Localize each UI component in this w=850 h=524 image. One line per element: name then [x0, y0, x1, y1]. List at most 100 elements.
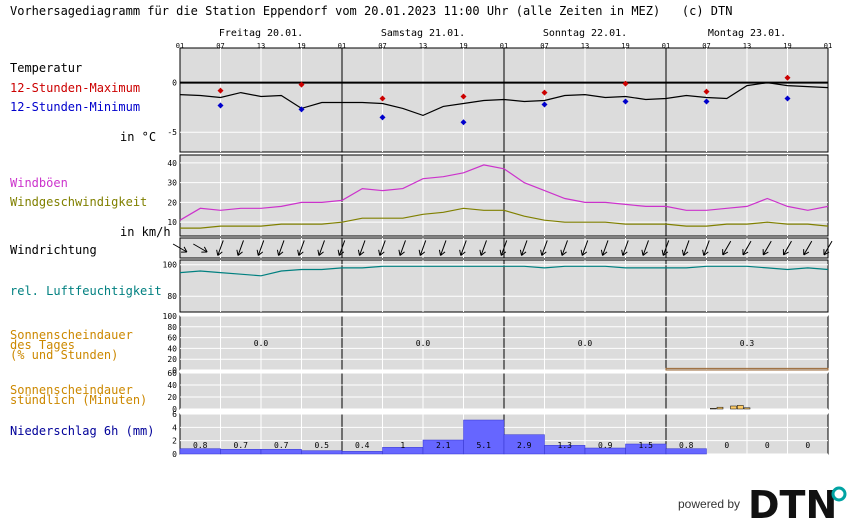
wind-arrow-shape — [803, 240, 813, 256]
wind-arrow-shape — [256, 240, 265, 256]
wind-arrow — [580, 240, 589, 256]
wind-arrow — [297, 240, 305, 256]
min-point — [379, 114, 386, 121]
gusts-line — [179, 164, 829, 221]
min-point — [460, 119, 467, 126]
wind-arrow — [782, 240, 792, 256]
wind-arrow — [398, 240, 406, 256]
sun-daily-label: 0.0 — [578, 339, 593, 348]
hour-tick-label: 01 — [500, 42, 508, 50]
day-label: Montag 23.01. — [708, 28, 786, 39]
max-point — [298, 81, 305, 88]
precip-ytick: 0 — [172, 450, 177, 459]
wind-arrow — [600, 240, 609, 256]
sun-daily-ytick: 80 — [167, 323, 177, 332]
day-label: Sonntag 22.01. — [543, 28, 627, 39]
min-point — [703, 98, 710, 105]
wind-arrow-shape — [297, 240, 305, 256]
hour-tick-label: 01 — [338, 42, 346, 50]
humidity-ytick: 100 — [163, 261, 178, 270]
wind-arrow — [702, 240, 710, 256]
wind-arrow — [560, 240, 568, 256]
sun-hourly-ytick: 40 — [167, 381, 177, 390]
precip-label: 0.8 — [193, 441, 208, 450]
wind-arrow — [256, 240, 265, 256]
wind-arrow — [722, 240, 732, 256]
precip-label: 0 — [724, 441, 729, 450]
wind-arrow-shape — [499, 240, 508, 256]
wind-arrow-shape — [681, 240, 690, 256]
dtn-logo: DTN — [748, 484, 847, 524]
label-precip: Niederschlag 6h (mm) — [10, 424, 155, 438]
label-sun-daily: Sonnenscheindauer des Tages (% und Stund… — [10, 328, 133, 362]
wind-arrow-shape — [216, 240, 224, 256]
temp-ytick: -5 — [167, 128, 177, 137]
wind-arrow-shape — [540, 240, 548, 256]
wind-arrow-shape — [621, 240, 629, 256]
wind-arrow — [742, 240, 752, 256]
precip-label: 5.1 — [477, 441, 492, 450]
wind-arrow — [540, 240, 548, 256]
wind-arrow-shape — [317, 240, 325, 256]
label-gusts: Windböen — [10, 176, 68, 190]
wind-arrow — [459, 240, 467, 256]
label-wind-unit: in km/h — [120, 225, 171, 239]
dtn-logo-text: DTN — [748, 484, 837, 524]
precip-label: 0.8 — [679, 441, 694, 450]
max-point — [703, 88, 710, 95]
wind-arrow — [661, 240, 670, 256]
dtn-logo-dot — [831, 486, 847, 502]
min-point — [217, 102, 224, 109]
sun-daily-ytick: 40 — [167, 344, 177, 353]
sun-hourly-bar — [710, 408, 717, 410]
wind-arrow-shape — [236, 240, 244, 256]
hour-tick-label: 19 — [297, 42, 305, 50]
humidity-ytick: 80 — [167, 292, 177, 301]
wind-arrow-shape — [276, 240, 285, 256]
sun-hourly-bar — [737, 405, 744, 410]
hour-tick-label: 13 — [581, 42, 589, 50]
wind-arrow — [193, 243, 208, 253]
precip-bar — [301, 450, 343, 455]
sun-daily-ytick: 100 — [163, 312, 178, 321]
label-temperature: Temperatur — [10, 61, 83, 75]
wind-arrow — [172, 243, 188, 253]
wind-arrow — [276, 240, 285, 256]
wind-arrow-shape — [742, 240, 752, 256]
wind-arrow-shape — [641, 240, 649, 256]
sun-daily-bar — [665, 367, 829, 371]
label-min: 12-Stunden-Minimum — [10, 100, 141, 114]
wind-arrow-shape — [172, 243, 188, 253]
precip-ytick: 2 — [172, 437, 177, 446]
wind-arrow — [803, 240, 813, 256]
precip-label: 1 — [400, 441, 405, 450]
precip-label: 2.1 — [436, 441, 451, 450]
sun-hourly-bar — [716, 406, 724, 410]
wind-arrow — [438, 240, 447, 256]
max-point — [217, 87, 224, 94]
hour-tick-label: 07 — [540, 42, 548, 50]
min-point — [784, 95, 791, 102]
label-sun-hourly: Sonnenscheindauer stündlich (Minuten) — [10, 383, 148, 407]
min-point — [622, 98, 629, 105]
wind-ytick: 20 — [167, 198, 177, 207]
wind-arrow-shape — [479, 240, 487, 256]
sun-hourly-ytick: 60 — [167, 369, 177, 378]
precip-label: 0 — [765, 441, 770, 450]
hour-tick-label: 19 — [783, 42, 791, 50]
wind-arrow-shape — [357, 240, 366, 256]
precip-ytick: 6 — [172, 410, 177, 419]
wind-arrow — [823, 240, 833, 256]
sun-hourly-bar — [743, 407, 751, 410]
precip-ytick: 4 — [172, 423, 177, 432]
precip-bar — [463, 419, 505, 455]
wind-arrow-shape — [459, 240, 467, 256]
hour-tick-label: 13 — [419, 42, 427, 50]
temperature-line — [179, 82, 829, 117]
wind-arrow — [337, 240, 346, 256]
hour-tick-label: 13 — [743, 42, 751, 50]
wind-arrow — [378, 240, 386, 256]
max-point — [622, 80, 629, 87]
hour-tick-label: 19 — [459, 42, 467, 50]
